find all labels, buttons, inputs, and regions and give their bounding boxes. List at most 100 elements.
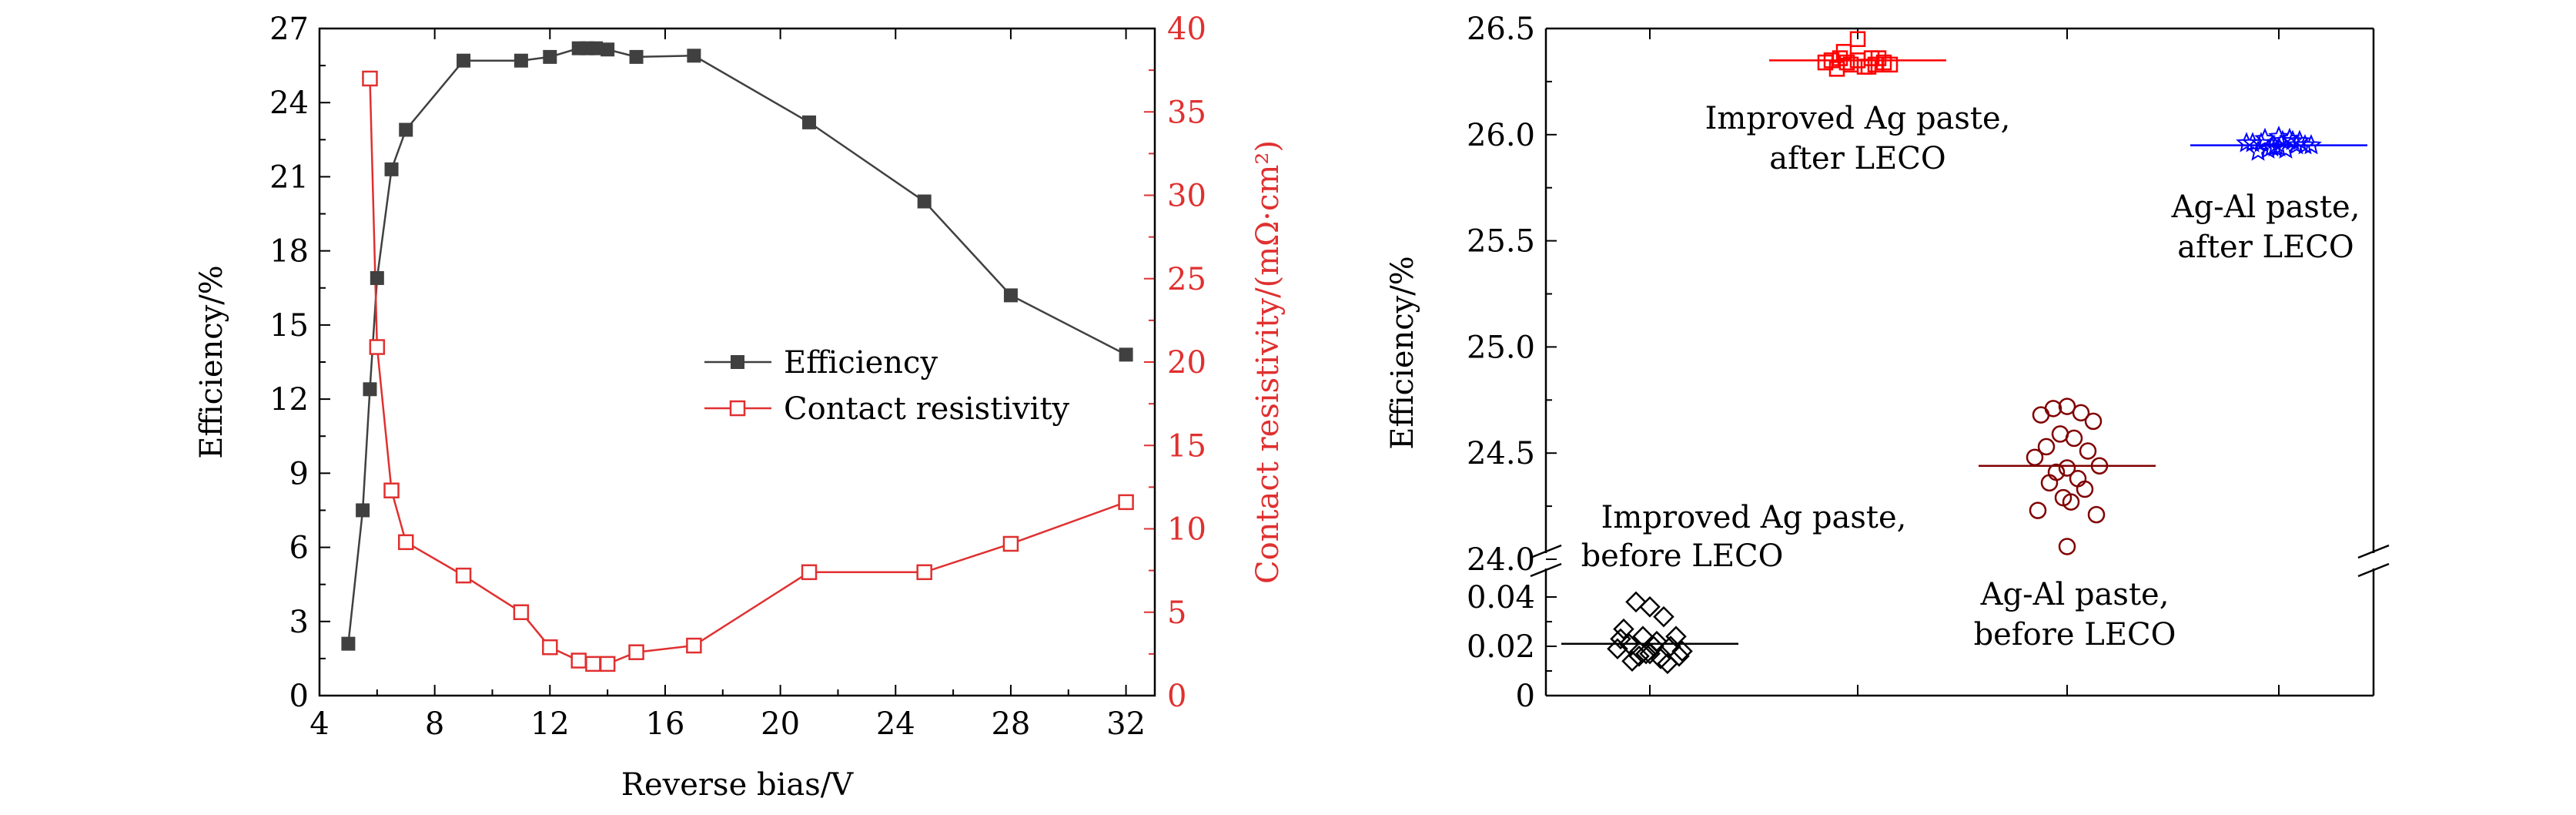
efficiency-point	[629, 49, 644, 64]
resistivity-point	[369, 339, 386, 355]
point-ag-after	[1832, 50, 1848, 66]
efficiency-point	[1119, 347, 1133, 362]
resistivity-point	[916, 564, 932, 581]
point-ag-before	[1671, 640, 1693, 662]
point-agal-before	[2037, 438, 2056, 456]
legend-efficiency-marker	[731, 355, 744, 369]
annotation-ag-before-line1: Improved Ag paste,	[1601, 500, 1907, 535]
resistivity-point	[455, 567, 472, 584]
point-ag-before	[1653, 605, 1674, 628]
efficiency-point	[687, 49, 701, 63]
legend-resistivity-marker	[729, 400, 746, 417]
x-tick-label: 20	[761, 706, 800, 742]
resistivity-point	[542, 639, 558, 656]
efficiency-point	[601, 42, 615, 57]
axis-break-mark	[2357, 562, 2390, 578]
bias-chart-markers	[341, 41, 1134, 672]
y-tick-label-lower: 0.04	[1467, 580, 1535, 615]
y-tick-label: 27	[269, 12, 309, 47]
point-agal-before	[2072, 404, 2090, 422]
y2-tick-label: 5	[1167, 595, 1186, 631]
resistivity-point	[362, 70, 378, 87]
point-agal-after	[2268, 126, 2290, 146]
point-agal-before	[2058, 459, 2076, 477]
point-agal-after	[2272, 129, 2293, 150]
point-ag-before	[1625, 591, 1647, 613]
point-agal-before	[2069, 470, 2087, 488]
y-tick-label-upper: 24.0	[1467, 542, 1535, 578]
point-ag-before	[1610, 628, 1631, 650]
resistivity-point	[801, 564, 818, 581]
resistivity-point	[570, 652, 587, 669]
y2-tick-label: 35	[1167, 95, 1206, 130]
efficiency-point	[399, 122, 413, 137]
annotation-agal-before-line2: before LECO	[1974, 617, 2176, 652]
x-tick-label: 28	[991, 706, 1030, 742]
paste-chart-annotations: Improved Ag paste, before LECO Improved …	[1581, 101, 2360, 652]
paste-chart: 24.0 24.5 25.0 25.5 26.0 26.5 0 0.02 0.04 Effici…	[1385, 12, 2390, 714]
point-agal-after	[2257, 138, 2279, 159]
point-ag-after	[1849, 31, 1866, 48]
point-agal-before	[2079, 442, 2097, 460]
y2-tick-label: 15	[1167, 428, 1206, 464]
resistivity-point	[585, 656, 601, 672]
y-tick-label: 0	[289, 679, 309, 714]
y-axis-label-paste: Efficiency/%	[1385, 256, 1420, 450]
annotation-agal-before-line1: Ag-Al paste,	[1980, 577, 2170, 612]
point-agal-before	[2058, 538, 2076, 555]
paste-chart-markers	[1607, 31, 2322, 675]
legend-efficiency-label: Efficiency	[784, 345, 938, 381]
paste-chart-ticks: 24.0 24.5 25.0 25.5 26.0 26.5 0 0.02 0.04	[1467, 12, 2280, 714]
y2-tick-label: 20	[1167, 345, 1206, 381]
y-tick-label: 15	[269, 308, 309, 344]
resistivity-point	[383, 482, 400, 498]
efficiency-point	[384, 162, 399, 176]
point-ag-before	[1613, 618, 1634, 640]
y-tick-label: 24	[269, 86, 309, 121]
y2-tick-label: 30	[1167, 179, 1206, 214]
x-tick-label: 8	[425, 706, 444, 742]
resistivity-point	[1118, 494, 1134, 511]
x-tick-label: 32	[1106, 706, 1146, 742]
y-tick-label-lower: 0	[1516, 679, 1535, 714]
point-ag-before	[1621, 650, 1643, 672]
point-ag-after	[1867, 56, 1884, 73]
y-tick-label: 12	[269, 382, 309, 418]
y-tick-label-upper: 25.0	[1467, 330, 1535, 365]
resistivity-point	[686, 637, 702, 654]
point-ag-before	[1635, 642, 1657, 665]
efficiency-point	[457, 53, 471, 68]
efficiency-point	[370, 270, 384, 285]
x-tick-label: 24	[876, 706, 915, 742]
y-tick-label-upper: 26.5	[1467, 12, 1535, 47]
annotation-ag-after-line1: Improved Ag paste,	[1705, 101, 2011, 136]
point-agal-after	[2264, 136, 2286, 157]
point-agal-before	[2084, 412, 2103, 431]
axis-break-mark	[1530, 562, 1562, 578]
point-agal-before	[2062, 493, 2080, 511]
point-ag-before	[1668, 646, 1690, 667]
y2-tick-label: 25	[1167, 262, 1206, 297]
annotation-ag-before-line2: before LECO	[1581, 538, 1784, 574]
efficiency-point	[589, 41, 604, 55]
x-tick-label: 4	[309, 706, 329, 742]
efficiency-point	[363, 382, 377, 397]
y-tick-label-lower: 0.02	[1467, 629, 1535, 665]
bias-chart-ticks: 4 8 12 16 20 24 28 32 0 3 6 9 12 15 18 21 24 27 0 5 10 15 20 25…	[269, 12, 1206, 742]
y-axis-label: Efficiency/%	[194, 265, 229, 459]
efficiency-point	[802, 115, 817, 129]
annotation-ag-after-line2: after LECO	[1769, 141, 1945, 176]
y-tick-label: 3	[289, 605, 309, 640]
point-agal-after	[2250, 132, 2272, 153]
point-agal-before	[2065, 429, 2083, 448]
point-ag-before	[1618, 633, 1640, 655]
point-agal-before	[2090, 457, 2109, 475]
point-ag-before	[1643, 636, 1664, 657]
efficiency-point	[356, 503, 370, 518]
axis-break-mark	[1530, 544, 1562, 559]
resistivity-point	[397, 534, 414, 551]
point-agal-before	[2087, 505, 2106, 524]
x-tick-label: 12	[530, 706, 570, 742]
